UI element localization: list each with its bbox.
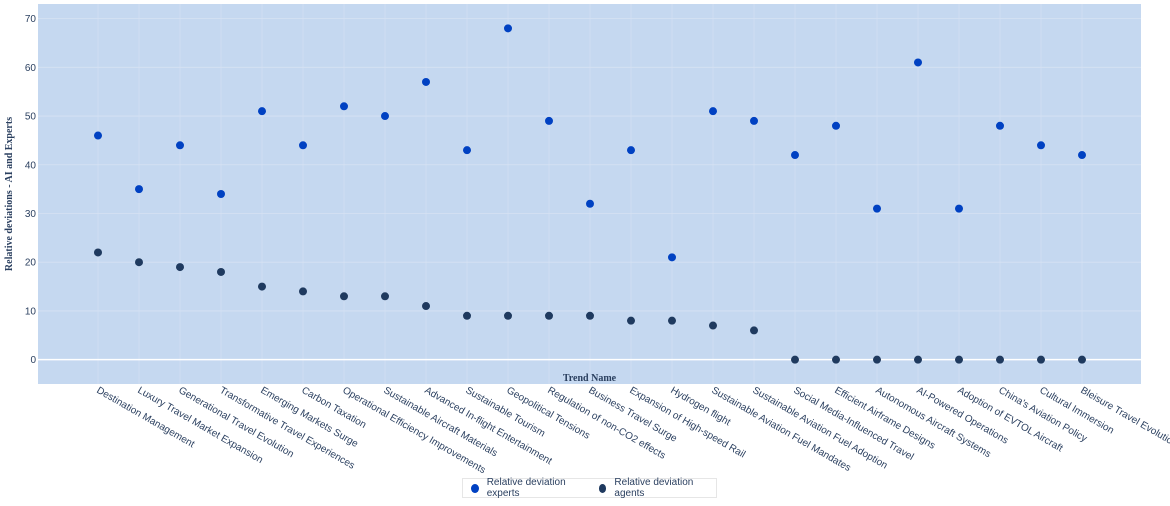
point-experts xyxy=(1078,151,1086,160)
point-experts xyxy=(955,204,963,213)
point-agents xyxy=(791,355,799,364)
point-experts xyxy=(176,141,184,150)
point-agents xyxy=(873,355,881,364)
legend-item-agents[interactable]: Relative deviation agents xyxy=(598,477,710,499)
point-experts xyxy=(996,121,1004,130)
y-tick-label: 0 xyxy=(30,355,36,366)
plot-area xyxy=(38,4,1141,384)
point-experts xyxy=(545,116,553,125)
y-tick-label: 10 xyxy=(25,306,37,317)
point-experts xyxy=(586,199,594,208)
y-tick-label: 70 xyxy=(25,14,37,25)
point-experts xyxy=(832,121,840,130)
point-agents xyxy=(217,267,225,276)
point-experts xyxy=(217,190,225,198)
legend-item-experts[interactable]: Relative deviation experts xyxy=(471,477,585,499)
y-tick-label: 20 xyxy=(25,258,37,269)
point-experts xyxy=(340,102,348,111)
point-experts xyxy=(94,131,102,140)
point-agents xyxy=(914,355,922,364)
legend-label-agents: Relative deviation agents xyxy=(614,477,694,499)
y-tick-label: 30 xyxy=(25,209,37,220)
data-points xyxy=(94,24,1086,364)
point-agents xyxy=(586,311,594,320)
point-experts xyxy=(504,24,512,33)
legend: Relative deviation experts Relative devi… xyxy=(462,477,717,499)
point-agents xyxy=(832,355,840,364)
point-experts xyxy=(668,253,676,262)
point-agents xyxy=(1078,355,1086,364)
point-experts xyxy=(709,107,717,116)
y-tick-label: 40 xyxy=(25,160,37,171)
point-experts xyxy=(422,77,430,86)
point-agents xyxy=(996,355,1004,364)
y-tick-label: 50 xyxy=(25,112,37,123)
point-experts xyxy=(627,146,635,155)
point-agents xyxy=(504,311,512,320)
point-agents xyxy=(463,311,471,320)
legend-marker-experts xyxy=(471,483,479,493)
point-experts xyxy=(463,146,471,155)
point-agents xyxy=(176,263,184,272)
point-experts xyxy=(135,185,143,194)
point-experts xyxy=(873,204,881,213)
point-experts xyxy=(750,116,758,125)
point-agents xyxy=(94,248,102,257)
point-agents xyxy=(381,292,389,301)
y-axis-title: Relative deviations - AI and Experts xyxy=(4,117,15,271)
point-agents xyxy=(545,311,553,320)
point-agents xyxy=(422,302,430,311)
point-experts xyxy=(381,112,389,121)
point-experts xyxy=(914,58,922,67)
legend-marker-agents xyxy=(598,483,607,493)
point-agents xyxy=(1037,355,1045,364)
point-agents xyxy=(258,282,266,291)
point-agents xyxy=(340,292,348,301)
point-agents xyxy=(135,258,143,267)
point-experts xyxy=(791,151,799,160)
point-experts xyxy=(299,141,307,150)
point-agents xyxy=(627,316,635,325)
point-agents xyxy=(955,355,963,364)
point-experts xyxy=(258,107,266,116)
point-agents xyxy=(299,287,307,296)
point-agents xyxy=(709,321,717,330)
legend-label-experts: Relative deviation experts xyxy=(486,477,566,499)
point-experts xyxy=(1037,141,1045,150)
point-agents xyxy=(750,326,758,335)
y-axis-ticks: 0 10 20 30 40 50 60 70 xyxy=(25,14,37,366)
point-agents xyxy=(668,316,676,325)
x-axis-title: Trend Name xyxy=(563,373,617,384)
y-tick-label: 60 xyxy=(25,63,37,74)
